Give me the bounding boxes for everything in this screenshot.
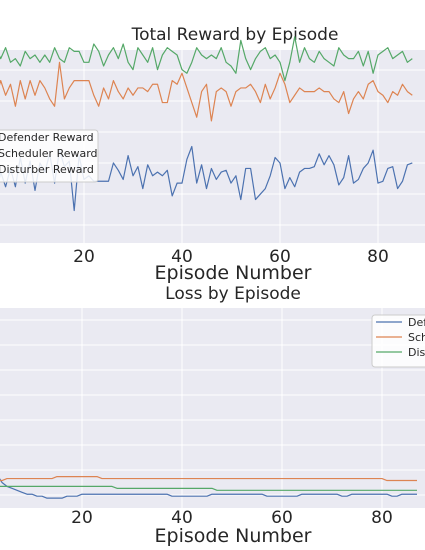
- loss-series-group: [0, 476, 417, 499]
- legend-entry: Disturber Reward: [408, 346, 425, 359]
- x-tick-label: 40: [171, 508, 193, 528]
- reward-chart-title: Total Reward by Episode: [131, 25, 339, 45]
- x-tick-label: 80: [371, 508, 393, 528]
- loss-legend-box: [371, 314, 425, 368]
- legend-entry: Scheduler Reward: [0, 147, 98, 160]
- loss-plot-area: [0, 308, 425, 508]
- loss-x-axis-label: Episode Number: [155, 525, 312, 547]
- reward-legend-box: [0, 129, 99, 183]
- legend-entry: Disturber Reward: [0, 163, 94, 176]
- loss-x-ticks: 20 40 60 80: [71, 508, 393, 528]
- x-tick-label: 40: [171, 247, 193, 267]
- series-line-scheduler-reward: [0, 61, 413, 122]
- series-line-disturber-reward: [0, 36, 413, 82]
- x-tick-label: 20: [71, 508, 93, 528]
- x-tick-label: 60: [269, 247, 291, 267]
- legend-entry: Scheduler Reward: [408, 331, 425, 344]
- legend-entry: Defender Reward: [0, 131, 94, 144]
- series-line-defender-reward: [0, 478, 417, 499]
- reward-legend: Defender Reward Scheduler Reward Disturber…: [0, 129, 99, 183]
- x-tick-label: 80: [367, 247, 389, 267]
- x-tick-label: 20: [73, 247, 95, 267]
- reward-x-ticks: 20 40 60 80: [73, 247, 389, 267]
- series-line-disturber-reward: [0, 485, 417, 491]
- reward-x-axis-label: Episode Number: [155, 262, 312, 284]
- loss-chart: Loss by Episode 20 40 60 80 Episode Number …: [0, 284, 425, 547]
- series-line-scheduler-reward: [0, 476, 417, 482]
- loss-legend: Defender Reward Scheduler Reward Disturber…: [371, 314, 425, 368]
- loss-grid: [0, 308, 425, 508]
- loss-chart-title: Loss by Episode: [165, 284, 301, 304]
- x-tick-label: 60: [271, 508, 293, 528]
- reward-chart: Total Reward by Episode 20 40 60 80 Episode…: [0, 25, 425, 284]
- legend-entry: Defender Reward: [408, 316, 425, 329]
